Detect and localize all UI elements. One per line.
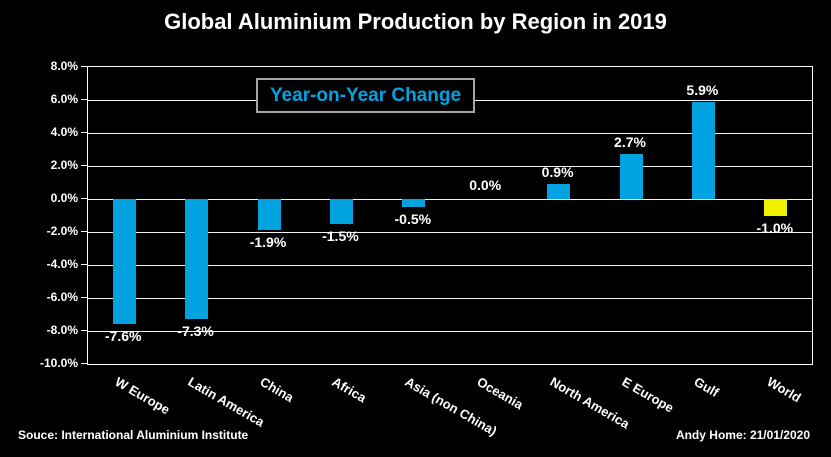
gridline (88, 165, 812, 167)
x-axis-label-africa: Africa (329, 374, 370, 406)
bar-w-europe (112, 199, 136, 325)
y-axis-tick (81, 330, 87, 331)
y-axis-label: -4.0% (46, 257, 78, 271)
y-axis-label: 8.0% (50, 59, 78, 73)
y-axis-label: -6.0% (46, 290, 78, 304)
gridline (88, 231, 812, 233)
y-axis-label: -2.0% (46, 224, 78, 238)
gridline (88, 132, 812, 134)
source-note: Souce: International Aluminium Institute (18, 428, 249, 442)
gridline (88, 297, 812, 299)
x-axis-label-oceania: Oceania (474, 374, 527, 413)
x-axis-label-w-europe: W Europe (112, 374, 173, 418)
y-axis-tick (81, 99, 87, 100)
bar-latin-america (185, 199, 209, 320)
legend-box: Year-on-Year Change (256, 78, 475, 113)
gridline (88, 264, 812, 266)
y-axis-label: 4.0% (50, 125, 78, 139)
chart-title: Global Aluminium Production by Region in… (164, 9, 667, 34)
author-credit: Andy Home: 21/01/2020 (675, 428, 810, 442)
x-axis-label-north-america: North America (547, 374, 632, 432)
bar-north-america (547, 184, 571, 199)
data-label-china: -1.9% (249, 234, 287, 251)
data-label-asia-non-china: -0.5% (394, 211, 432, 228)
bar-africa (329, 199, 353, 224)
bar-gulf (691, 101, 715, 199)
bar-asia-non-china (402, 199, 426, 208)
x-axis-label-china: China (257, 374, 297, 406)
data-label-gulf: 5.9% (686, 81, 719, 98)
y-axis-label: 0.0% (50, 191, 78, 205)
y-axis-tick (81, 165, 87, 166)
bar-china (257, 199, 281, 231)
data-label-north-america: 0.9% (541, 164, 574, 181)
y-axis-tick (81, 66, 87, 67)
plot-area (87, 66, 813, 365)
data-label-africa: -1.5% (322, 227, 359, 244)
y-axis-tick (81, 297, 87, 298)
data-label-e-europe: 2.7% (614, 134, 646, 151)
data-label-world: -1.0% (756, 219, 794, 236)
data-label-oceania: 0.0% (469, 177, 502, 193)
x-axis-label-latin-america: Latin America (185, 374, 267, 430)
x-axis-label-world: World (764, 374, 804, 406)
gridline (88, 330, 812, 332)
x-axis-label-gulf: Gulf (691, 374, 722, 400)
y-axis-label: -8.0% (46, 323, 78, 337)
bar-world (764, 199, 788, 216)
data-label-latin-america: -7.3% (177, 323, 214, 340)
y-axis-label: 6.0% (50, 92, 78, 106)
y-axis-label: 2.0% (50, 158, 78, 172)
y-axis-tick (81, 198, 87, 199)
y-axis-tick (81, 264, 87, 265)
bar-e-europe (619, 154, 643, 199)
data-label-w-europe: -7.6% (104, 328, 142, 345)
y-axis-tick (81, 231, 87, 232)
y-axis-tick (81, 363, 87, 364)
x-axis-label-e-europe: E Europe (619, 374, 677, 416)
gridline (88, 198, 812, 200)
y-axis-label: -10.0% (39, 356, 78, 370)
legend-label: Year-on-Year Change (269, 84, 462, 106)
y-axis-tick (81, 132, 87, 133)
